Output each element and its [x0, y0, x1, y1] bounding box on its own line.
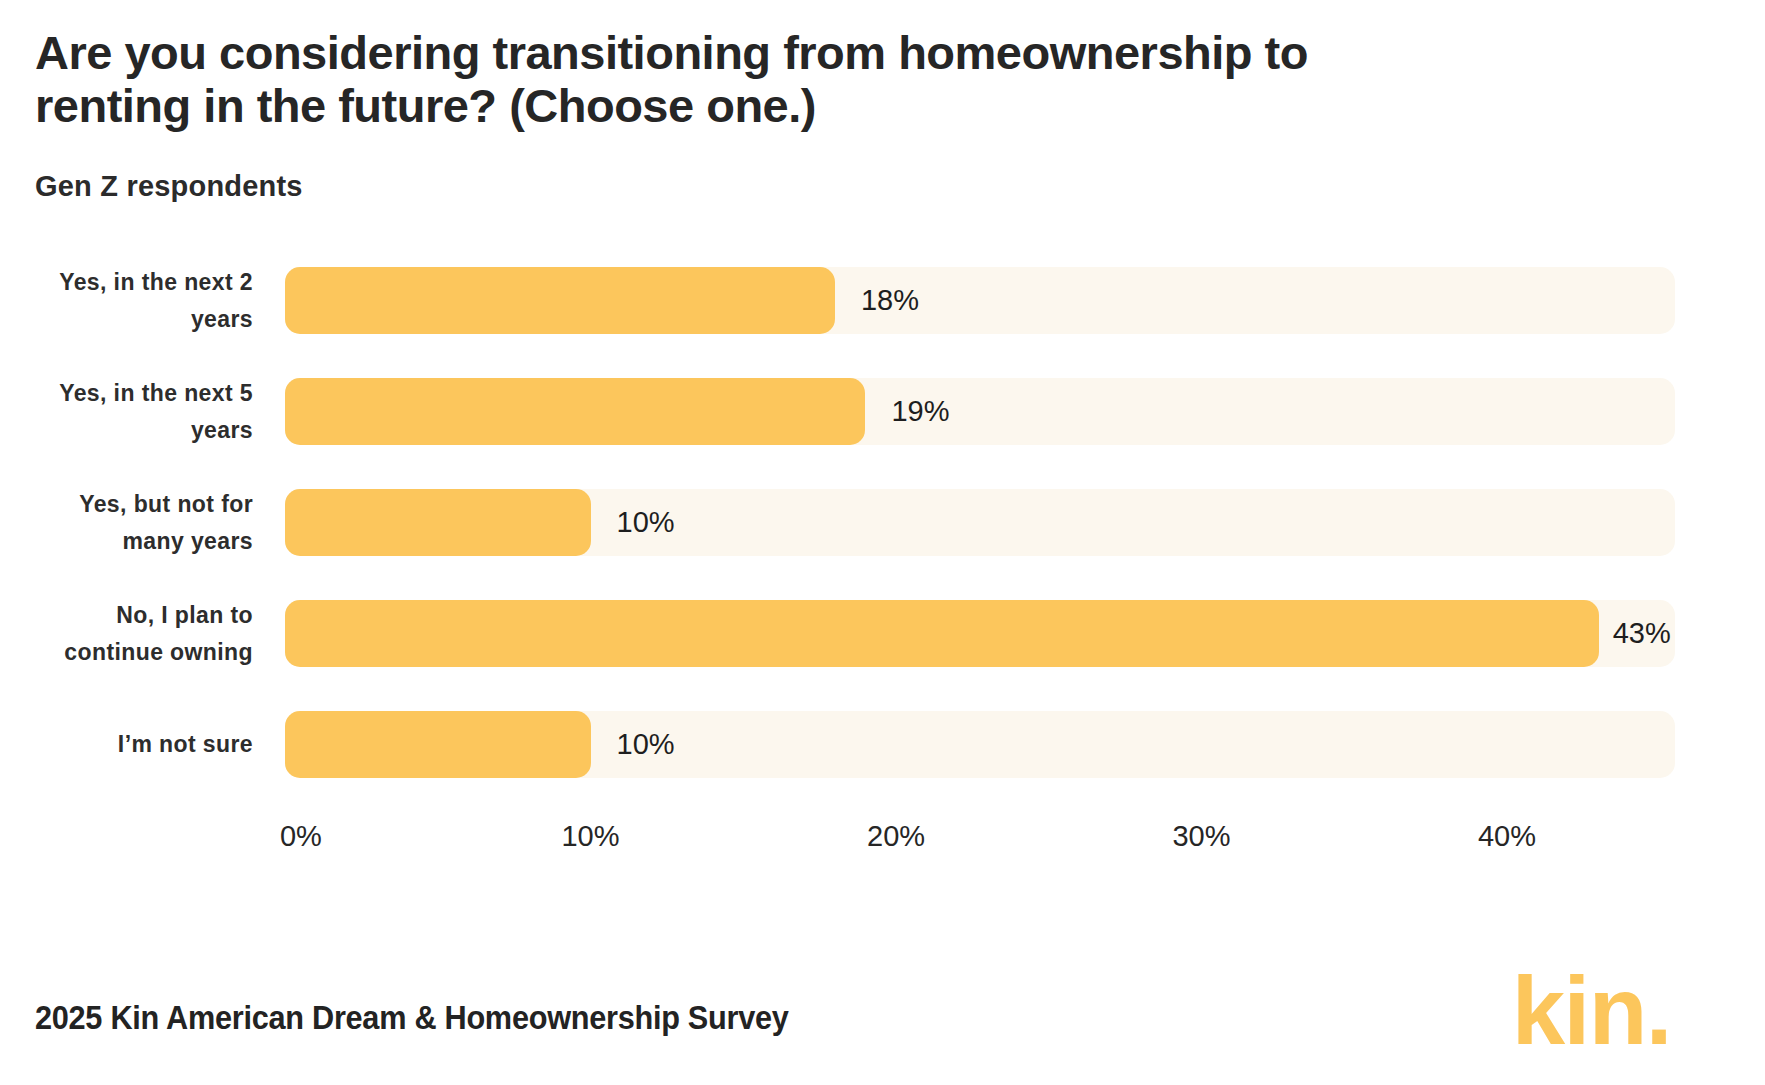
bar-row: Yes, in the next 5 years 19% — [35, 378, 1675, 445]
bar-value-label: 18% — [861, 284, 919, 317]
bar-row: I’m not sure 10% — [35, 711, 1675, 778]
bar — [285, 267, 835, 334]
bar-value-label: 43% — [1613, 617, 1671, 650]
axis-tick-label: 30% — [1172, 820, 1230, 853]
bar-track: 10% — [285, 711, 1675, 778]
bar-track: 43% — [285, 600, 1675, 667]
bar-value-label: 10% — [617, 728, 675, 761]
bar — [285, 378, 865, 445]
infographic-page: Are you considering transitioning from h… — [0, 0, 1765, 1085]
bar — [285, 489, 591, 556]
bar-row: No, I plan to continue owning 43% — [35, 600, 1675, 667]
bar-value-label: 19% — [891, 395, 949, 428]
category-label: I’m not sure — [35, 711, 285, 778]
chart-title: Are you considering transitioning from h… — [35, 26, 1635, 132]
footer: 2025 Kin American Dream & Homeownership … — [35, 972, 1675, 1051]
bar-track: 19% — [285, 378, 1675, 445]
chart-title-line2: renting in the future? (Choose one.) — [35, 79, 1635, 132]
bar-value-label: 10% — [617, 506, 675, 539]
category-label: Yes, in the next 2 years — [35, 267, 285, 334]
source-attribution: 2025 Kin American Dream & Homeownership … — [35, 999, 789, 1037]
bar-track: 18% — [285, 267, 1675, 334]
axis-tick-label: 0% — [280, 820, 322, 853]
axis-tick-label: 10% — [561, 820, 619, 853]
bar-row: Yes, in the next 2 years 18% — [35, 267, 1675, 334]
bar-track: 10% — [285, 489, 1675, 556]
bar-row: Yes, but not for many years 10% — [35, 489, 1675, 556]
bar — [285, 711, 591, 778]
x-axis: 0%10%20%30%40% — [285, 820, 1675, 862]
bar-chart: Yes, in the next 2 years18%Yes, in the n… — [35, 267, 1675, 862]
kin-logo: kin. — [1512, 972, 1671, 1051]
chart-subtitle: Gen Z respondents — [35, 170, 1675, 203]
category-label: Yes, but not for many years — [35, 489, 285, 556]
bar-chart-rows: Yes, in the next 2 years18%Yes, in the n… — [35, 267, 1675, 778]
axis-tick-label: 20% — [867, 820, 925, 853]
category-label: No, I plan to continue owning — [35, 600, 285, 667]
chart-title-line1: Are you considering transitioning from h… — [35, 26, 1635, 79]
category-label: Yes, in the next 5 years — [35, 378, 285, 445]
bar — [285, 600, 1599, 667]
axis-tick-label: 40% — [1478, 820, 1536, 853]
